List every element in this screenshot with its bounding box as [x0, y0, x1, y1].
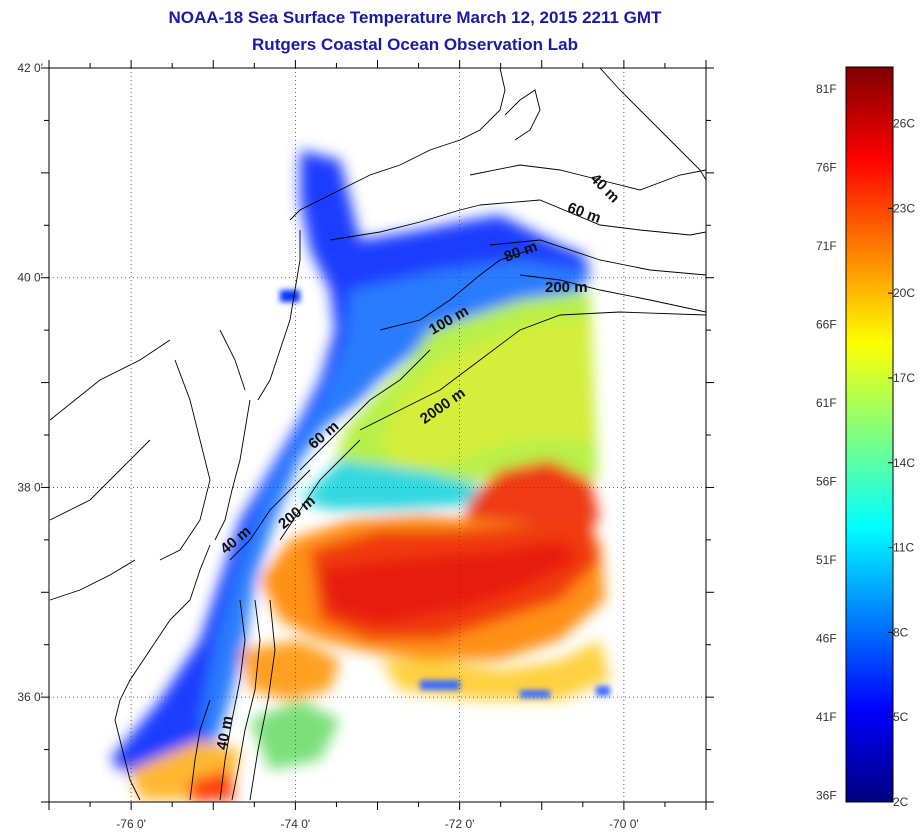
depth-contours [219, 164, 706, 801]
lat-tick-label: 40 0' [17, 271, 43, 285]
contour-south-2 [231, 599, 261, 801]
colorbar-labels: 26C 23C 20C 17C 14C 11C 8C 5C 2C 81F 76F 71F 66F 61F 5… [816, 82, 915, 809]
colorbar [845, 66, 894, 803]
contour-2000m [359, 311, 706, 431]
colorbar-label-celsius: 14C [893, 456, 915, 470]
contour-200m-mid [279, 439, 361, 541]
colorbar-label-celsius: 17C [893, 371, 915, 385]
colorbar-label-fahrenheit: 61F [816, 396, 837, 410]
coastline [49, 68, 706, 801]
lat-tick-label: 38 0' [17, 480, 43, 494]
contour-100m [379, 249, 531, 331]
lon-tick-label: -74 0' [281, 817, 311, 831]
colorbar-label-celsius: 8C [893, 625, 909, 639]
axis-ticks [41, 60, 714, 810]
coast-inland-1 [49, 339, 171, 421]
colorbar-label-fahrenheit: 51F [816, 553, 837, 567]
coast-virginia [114, 544, 211, 801]
coast-chesapeake [159, 359, 211, 561]
map-title: NOAA-18 Sea Surface Temperature March 12… [168, 8, 662, 27]
colorbar-label-fahrenheit: 66F [816, 318, 837, 332]
sst-fleck-3 [596, 686, 610, 696]
contour-south-1 [219, 599, 246, 801]
colorbar-label-fahrenheit: 76F [816, 161, 837, 175]
coast-gulf-of-maine [599, 68, 706, 181]
sst-fleck-4 [280, 290, 300, 302]
lat-tick-label: 36 0' [17, 690, 43, 704]
colorbar-label-celsius: 20C [893, 286, 915, 300]
contour-south-3 [249, 599, 276, 801]
contour-label-40m-north: 40 m [587, 170, 623, 206]
contour-label-40m-south: 40 m [214, 715, 237, 752]
contour-40m-north [469, 164, 706, 191]
coast-cape-cod [504, 89, 541, 141]
sst-shelf-outer [200, 260, 585, 760]
coast-delmarva [214, 399, 251, 541]
colorbar-label-celsius: 5C [893, 710, 909, 724]
colorbar-label-celsius: 11C [893, 541, 914, 555]
sst-fleck-1 [420, 680, 460, 690]
colorbar-label-fahrenheit: 41F [816, 710, 837, 724]
lon-tick-label: -72 0' [445, 817, 475, 831]
map-subtitle: Rutgers Coastal Ocean Observation Lab [252, 35, 578, 54]
coast-long-island [329, 204, 481, 241]
colorbar-label-celsius: 2C [893, 795, 909, 809]
colorbar-label-fahrenheit: 56F [816, 475, 837, 489]
lon-tick-label: -70 0' [609, 817, 639, 831]
coast-hatteras [189, 699, 211, 801]
axis-tick-labels: -76 0' -74 0' -72 0' -70 0' 42 0' 40 0' 38 0' 3… [17, 61, 638, 831]
sst-cool-band [300, 460, 480, 510]
contour-40m-mid [229, 469, 311, 561]
coast-new-england [289, 68, 506, 221]
sst-patch-se [250, 700, 340, 770]
sst-slope-water-2 [380, 320, 595, 470]
contour-80m-north [489, 239, 706, 276]
lat-tick-label: 42 0' [17, 61, 43, 75]
colorbar-label-fahrenheit: 71F [816, 239, 837, 253]
coast-inland-3 [49, 559, 136, 601]
sst-gulf-stream-hot [320, 540, 580, 625]
sst-fleck-2 [520, 690, 550, 698]
coast-delaware-bay [219, 329, 246, 391]
contour-200m-north [519, 274, 706, 313]
sst-hatteras [190, 770, 235, 802]
coast-inland-2 [49, 439, 151, 521]
sst-south-patch [240, 640, 340, 700]
lon-tick-label: -76 0' [116, 817, 146, 831]
contour-label-60m-north: 60 m [565, 199, 603, 227]
colorbar-label-fahrenheit: 46F [816, 632, 837, 646]
colorbar-label-celsius: 26C [893, 117, 915, 131]
coast-nj [257, 230, 301, 401]
colorbar-label-fahrenheit: 81F [816, 82, 837, 96]
contour-label-200m-north: 200 m [545, 279, 588, 296]
colorbar-label-celsius: 23C [893, 201, 915, 215]
contour-60m-mid [299, 349, 431, 471]
sst-raster [110, 150, 610, 802]
contour-60m-north [479, 199, 706, 236]
colorbar-label-fahrenheit: 36F [816, 789, 837, 803]
